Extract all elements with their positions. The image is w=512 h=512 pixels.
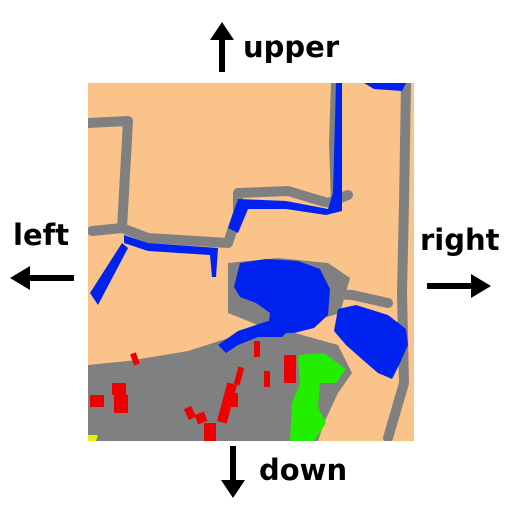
arrow-up-icon[interactable] [210, 22, 234, 72]
arrow-left-icon[interactable] [10, 266, 74, 290]
edge-marker [88, 435, 98, 441]
map-tile[interactable] [88, 83, 414, 441]
building-footprints [90, 341, 296, 441]
upper-label: upper [243, 30, 340, 64]
left-label: left [13, 218, 70, 252]
right-label: right [420, 223, 500, 257]
arrow-right-icon[interactable] [427, 274, 491, 298]
map-canvas[interactable] [88, 83, 414, 441]
down-label: down [259, 453, 348, 487]
water-bodies [90, 83, 408, 379]
vegetation-area [290, 353, 346, 441]
arrow-down-icon[interactable] [221, 446, 245, 498]
